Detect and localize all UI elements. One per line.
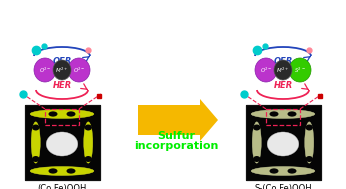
Ellipse shape <box>84 125 92 130</box>
Bar <box>266 109 300 125</box>
Ellipse shape <box>31 122 40 163</box>
Ellipse shape <box>30 109 94 119</box>
Text: $M^{2+}$: $M^{2+}$ <box>276 65 290 75</box>
Ellipse shape <box>252 122 261 163</box>
Text: $O^{2-}$: $O^{2-}$ <box>73 65 85 75</box>
Bar <box>246 105 320 180</box>
Ellipse shape <box>288 168 297 174</box>
Ellipse shape <box>305 122 314 163</box>
Ellipse shape <box>32 125 39 130</box>
Ellipse shape <box>34 58 56 82</box>
Ellipse shape <box>84 122 93 163</box>
Ellipse shape <box>267 132 299 156</box>
Ellipse shape <box>306 156 313 162</box>
Ellipse shape <box>66 111 75 117</box>
Ellipse shape <box>288 111 297 117</box>
Text: OER: OER <box>273 57 293 66</box>
Bar <box>25 105 100 180</box>
Bar <box>25 105 100 180</box>
Ellipse shape <box>306 125 313 130</box>
Ellipse shape <box>30 167 94 176</box>
Text: HER: HER <box>52 81 72 90</box>
Ellipse shape <box>53 60 71 80</box>
Ellipse shape <box>274 60 292 80</box>
Text: $O^{2-}$: $O^{2-}$ <box>260 65 272 75</box>
Text: OER: OER <box>52 57 72 66</box>
Text: incorporation: incorporation <box>134 141 218 151</box>
Ellipse shape <box>46 132 78 156</box>
Ellipse shape <box>253 125 261 130</box>
Text: HER: HER <box>273 81 293 90</box>
Bar <box>45 109 79 125</box>
Ellipse shape <box>48 168 57 174</box>
Ellipse shape <box>84 156 92 162</box>
Ellipse shape <box>270 111 279 117</box>
Bar <box>246 105 320 180</box>
Ellipse shape <box>32 156 39 162</box>
Ellipse shape <box>253 156 261 162</box>
Ellipse shape <box>251 109 315 119</box>
Ellipse shape <box>48 111 57 117</box>
FancyArrow shape <box>138 99 218 141</box>
Ellipse shape <box>68 58 90 82</box>
Ellipse shape <box>289 58 311 82</box>
Text: Sulfur: Sulfur <box>157 131 195 141</box>
Text: S-(Co,Fe)OOH: S-(Co,Fe)OOH <box>254 184 312 189</box>
Text: $O^{2-}$: $O^{2-}$ <box>39 65 51 75</box>
Ellipse shape <box>255 58 277 82</box>
Text: $S^{2-}$: $S^{2-}$ <box>294 65 306 75</box>
Ellipse shape <box>251 167 315 176</box>
Ellipse shape <box>270 168 279 174</box>
Text: (Co,Fe)OOH: (Co,Fe)OOH <box>37 184 87 189</box>
Ellipse shape <box>66 168 75 174</box>
Text: $M^{2+}$: $M^{2+}$ <box>55 65 69 75</box>
